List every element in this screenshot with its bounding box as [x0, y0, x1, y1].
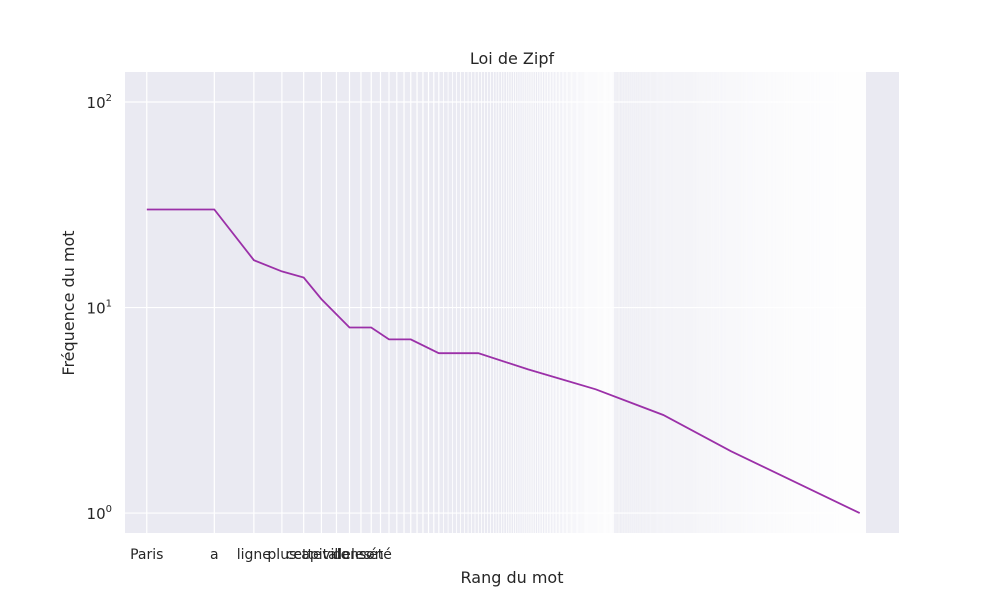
x-tick-label: plus	[267, 547, 296, 563]
x-blank-band	[866, 72, 899, 533]
y-tick-label: 100	[87, 504, 112, 523]
y-axis-label: Fréquence du mot	[59, 230, 78, 375]
x-tick-label: ville	[322, 547, 351, 563]
y-tick-label: 101	[87, 299, 112, 318]
x-gridlines	[146, 72, 867, 533]
x-tick-label: ligne	[237, 547, 271, 563]
x-tick-label: les	[351, 547, 371, 563]
x-tick-label: dans	[333, 547, 367, 563]
x-tick-label: son	[359, 547, 384, 563]
series-line	[146, 208, 861, 514]
x-tick-labels: Paris a lignepluscettecapitalevilledansles…	[130, 547, 392, 563]
chart-title: Loi de Zipf	[470, 49, 555, 68]
x-tick-label: été	[369, 547, 392, 563]
x-tick-label: a	[210, 547, 219, 563]
x-tick-label: cette	[286, 547, 322, 563]
y-tick-labels: 100 101 102	[87, 93, 112, 523]
x-axis-label: Rang du mot	[461, 568, 564, 587]
x-tick-label: Paris	[130, 547, 163, 563]
x-tick-label: capitale	[294, 547, 350, 563]
y-tick-label: 102	[87, 93, 112, 112]
